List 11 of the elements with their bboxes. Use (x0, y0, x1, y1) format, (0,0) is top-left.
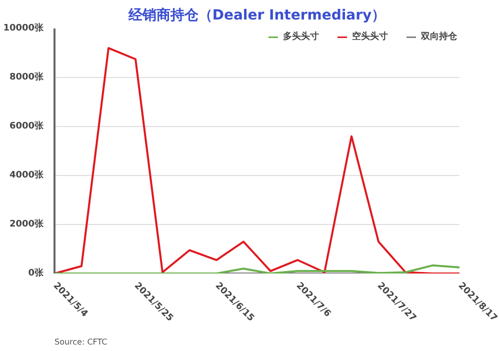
source-note: Source: CFTC (54, 338, 108, 346)
y-tick-label: 0张 (28, 268, 44, 278)
y-tick-label: 6000张 (9, 120, 44, 132)
y-tick-label: 4000张 (9, 170, 44, 180)
legend-label: 多头头寸 (283, 30, 319, 43)
y-tick-label: 2000张 (9, 218, 44, 230)
chart-title: 经销商持仓（Dealer Intermediary） (127, 6, 386, 24)
y-tick-label: 8000张 (9, 72, 44, 82)
legend-label: 空头头寸 (352, 30, 388, 43)
y-tick-label: 10000张 (3, 22, 44, 34)
legend-label: 双向持仓 (421, 30, 457, 43)
